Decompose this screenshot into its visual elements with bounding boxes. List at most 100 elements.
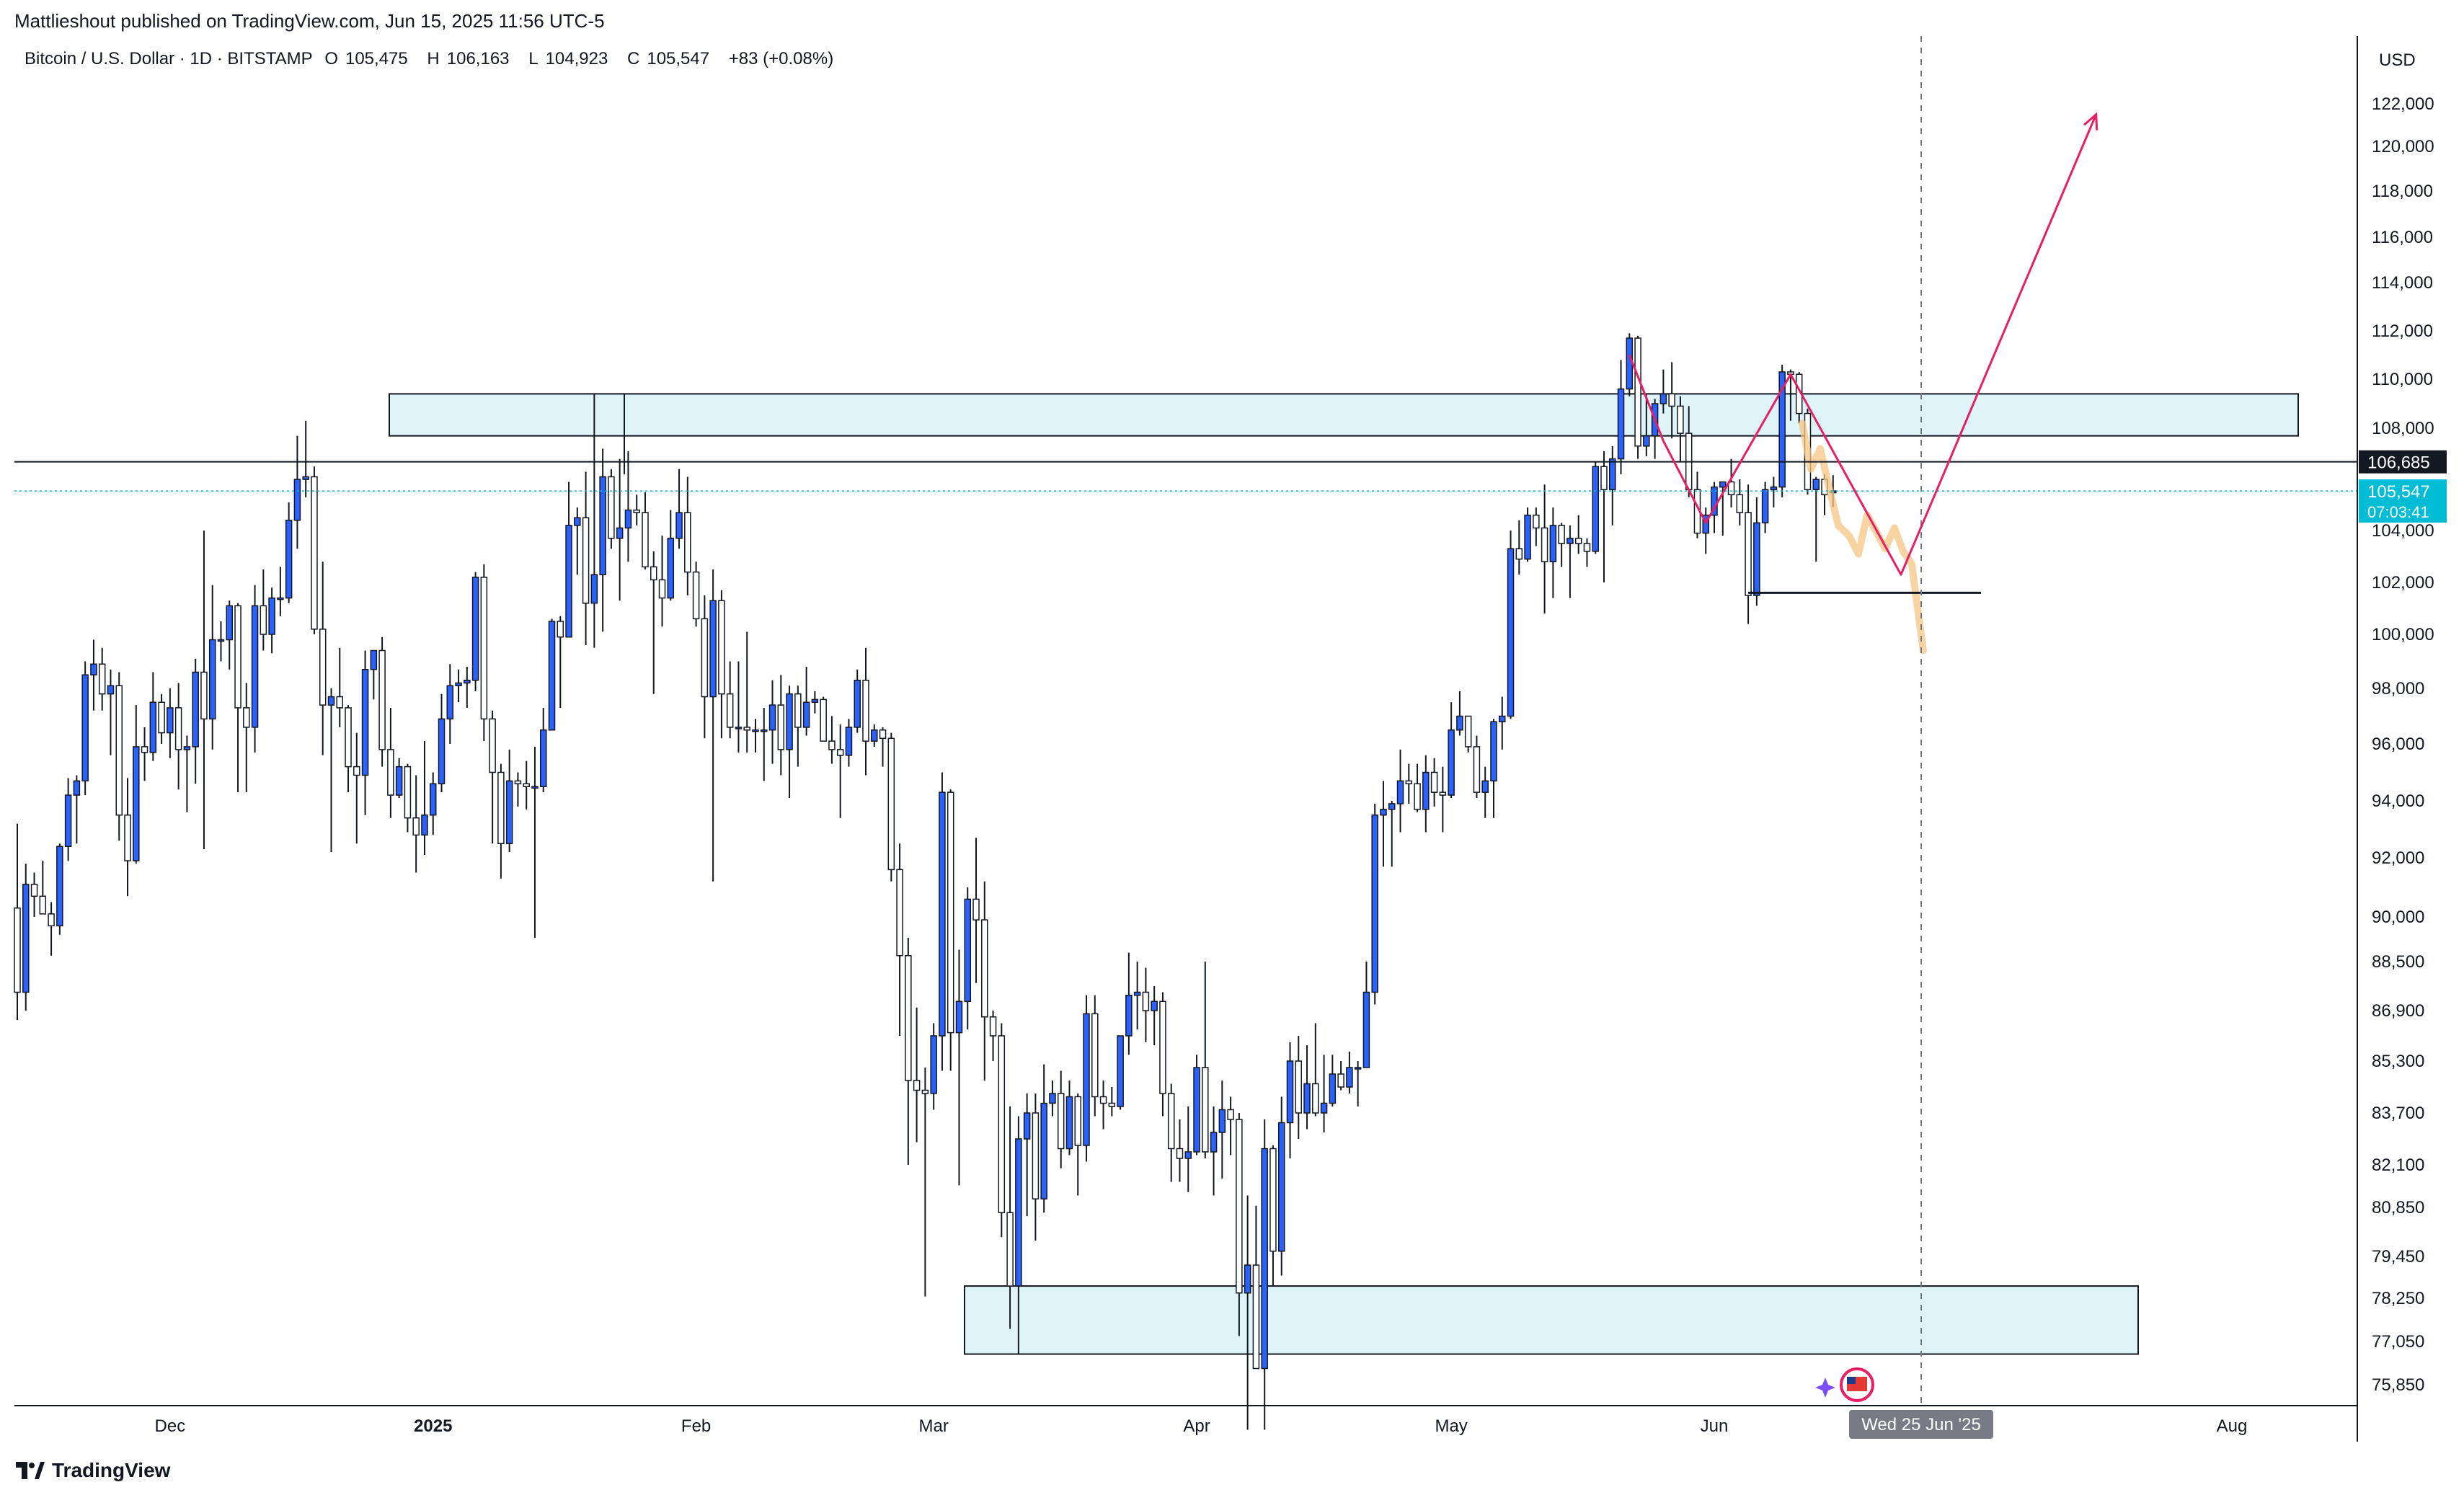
candle: [820, 696, 827, 742]
brand-name: TradingView: [52, 1459, 171, 1481]
price-tick-label: 98,000: [2372, 679, 2424, 698]
candle: [1049, 1081, 1056, 1117]
candle: [1210, 1106, 1218, 1196]
candle: [930, 1023, 937, 1110]
candle: [523, 760, 530, 809]
candle: [879, 727, 887, 767]
candle: [480, 564, 488, 742]
candle: [183, 735, 191, 812]
candle: [1159, 992, 1166, 1117]
candle: [1549, 507, 1557, 598]
price-tick-label: 112,000: [2372, 321, 2433, 341]
candle: [1277, 1096, 1285, 1276]
candle: [81, 661, 89, 796]
candle: [1362, 962, 1370, 1068]
candle: [446, 664, 454, 744]
tradingview-logo[interactable]: TradingView: [16, 1459, 170, 1482]
candle: [1227, 1096, 1234, 1155]
candle: [658, 536, 666, 627]
candle: [1303, 1045, 1311, 1130]
candle: [1142, 967, 1150, 1042]
candle: [1558, 523, 1565, 567]
candle: [1286, 1042, 1294, 1158]
candle: [421, 741, 428, 856]
candle: [921, 1068, 929, 1297]
candle: [1329, 1055, 1337, 1106]
event-icons[interactable]: [1815, 1367, 1874, 1402]
candle: [709, 569, 717, 882]
price-tick-label: 116,000: [2372, 228, 2433, 247]
candle: [302, 420, 309, 497]
time-tick-label: Dec: [155, 1416, 186, 1436]
symbol-title[interactable]: Bitcoin / U.S. Dollar · 1D · BITSTAMP: [25, 49, 313, 68]
candle: [361, 650, 369, 815]
candle: [1812, 476, 1820, 562]
candle: [624, 451, 632, 562]
sparkle-icon[interactable]: [1815, 1378, 1835, 1398]
time-tick-label: May: [1435, 1416, 1467, 1436]
candle: [1380, 781, 1387, 867]
price-tick-label: 120,000: [2372, 137, 2434, 156]
candle: [692, 562, 700, 627]
candle: [149, 672, 157, 761]
candle: [1507, 531, 1515, 719]
candle: [836, 724, 844, 818]
candle: [1125, 952, 1133, 1055]
candle: [404, 763, 412, 833]
candle: [73, 775, 81, 844]
price-tick-label: 94,000: [2372, 791, 2424, 811]
candle: [293, 435, 301, 549]
ohlc-open: O 105,475: [324, 49, 408, 68]
svg-text:07:03:41: 07:03:41: [2367, 503, 2429, 521]
candle: [1057, 1070, 1065, 1168]
time-tick-label: Mar: [918, 1416, 948, 1436]
candle: [319, 562, 327, 755]
candle: [1490, 719, 1497, 818]
candle: [1643, 394, 1650, 457]
candle: [514, 772, 522, 807]
price-tick-label: 86,900: [2372, 1001, 2424, 1021]
candle: [1456, 691, 1463, 736]
candle: [1133, 962, 1141, 1030]
candle: [1032, 1093, 1040, 1241]
candle: [497, 763, 505, 879]
candle: [208, 585, 216, 750]
zone-box-0[interactable]: [389, 393, 2299, 437]
candle: [174, 683, 182, 790]
level-price-badge: 106,685: [2359, 450, 2447, 474]
candle: [370, 649, 378, 700]
zone-box-1[interactable]: [964, 1285, 2139, 1355]
candle: [1388, 801, 1396, 867]
candle: [1202, 962, 1209, 1158]
candle: [167, 688, 174, 758]
candle: [1346, 1051, 1353, 1093]
candle: [1167, 1083, 1175, 1182]
candle: [48, 902, 55, 956]
candle: [387, 707, 394, 818]
svg-text:106,685: 106,685: [2367, 453, 2430, 473]
candle: [590, 394, 598, 648]
candle: [22, 864, 30, 1011]
candle: [1651, 399, 1659, 459]
currency-label[interactable]: USD: [2379, 50, 2416, 70]
price-tick-label: 80,850: [2372, 1198, 2424, 1217]
candle: [1354, 1061, 1362, 1106]
candle: [735, 661, 743, 753]
candle: [56, 843, 63, 935]
candle: [642, 492, 649, 569]
price-tick-label: 108,000: [2372, 419, 2434, 438]
candle: [701, 595, 709, 739]
candle: [192, 658, 199, 784]
projection-path[interactable]: [1628, 114, 2098, 576]
candle: [412, 775, 420, 873]
crosshair-date-badge: Wed 25 Jun '25: [1849, 1410, 1993, 1439]
candle: [1566, 525, 1574, 598]
candle: [1117, 1035, 1124, 1110]
candle: [1252, 1205, 1260, 1370]
candle: [489, 710, 496, 844]
candle: [947, 789, 954, 1071]
candle: [133, 705, 140, 864]
time-tick-label: Aug: [2217, 1416, 2248, 1436]
